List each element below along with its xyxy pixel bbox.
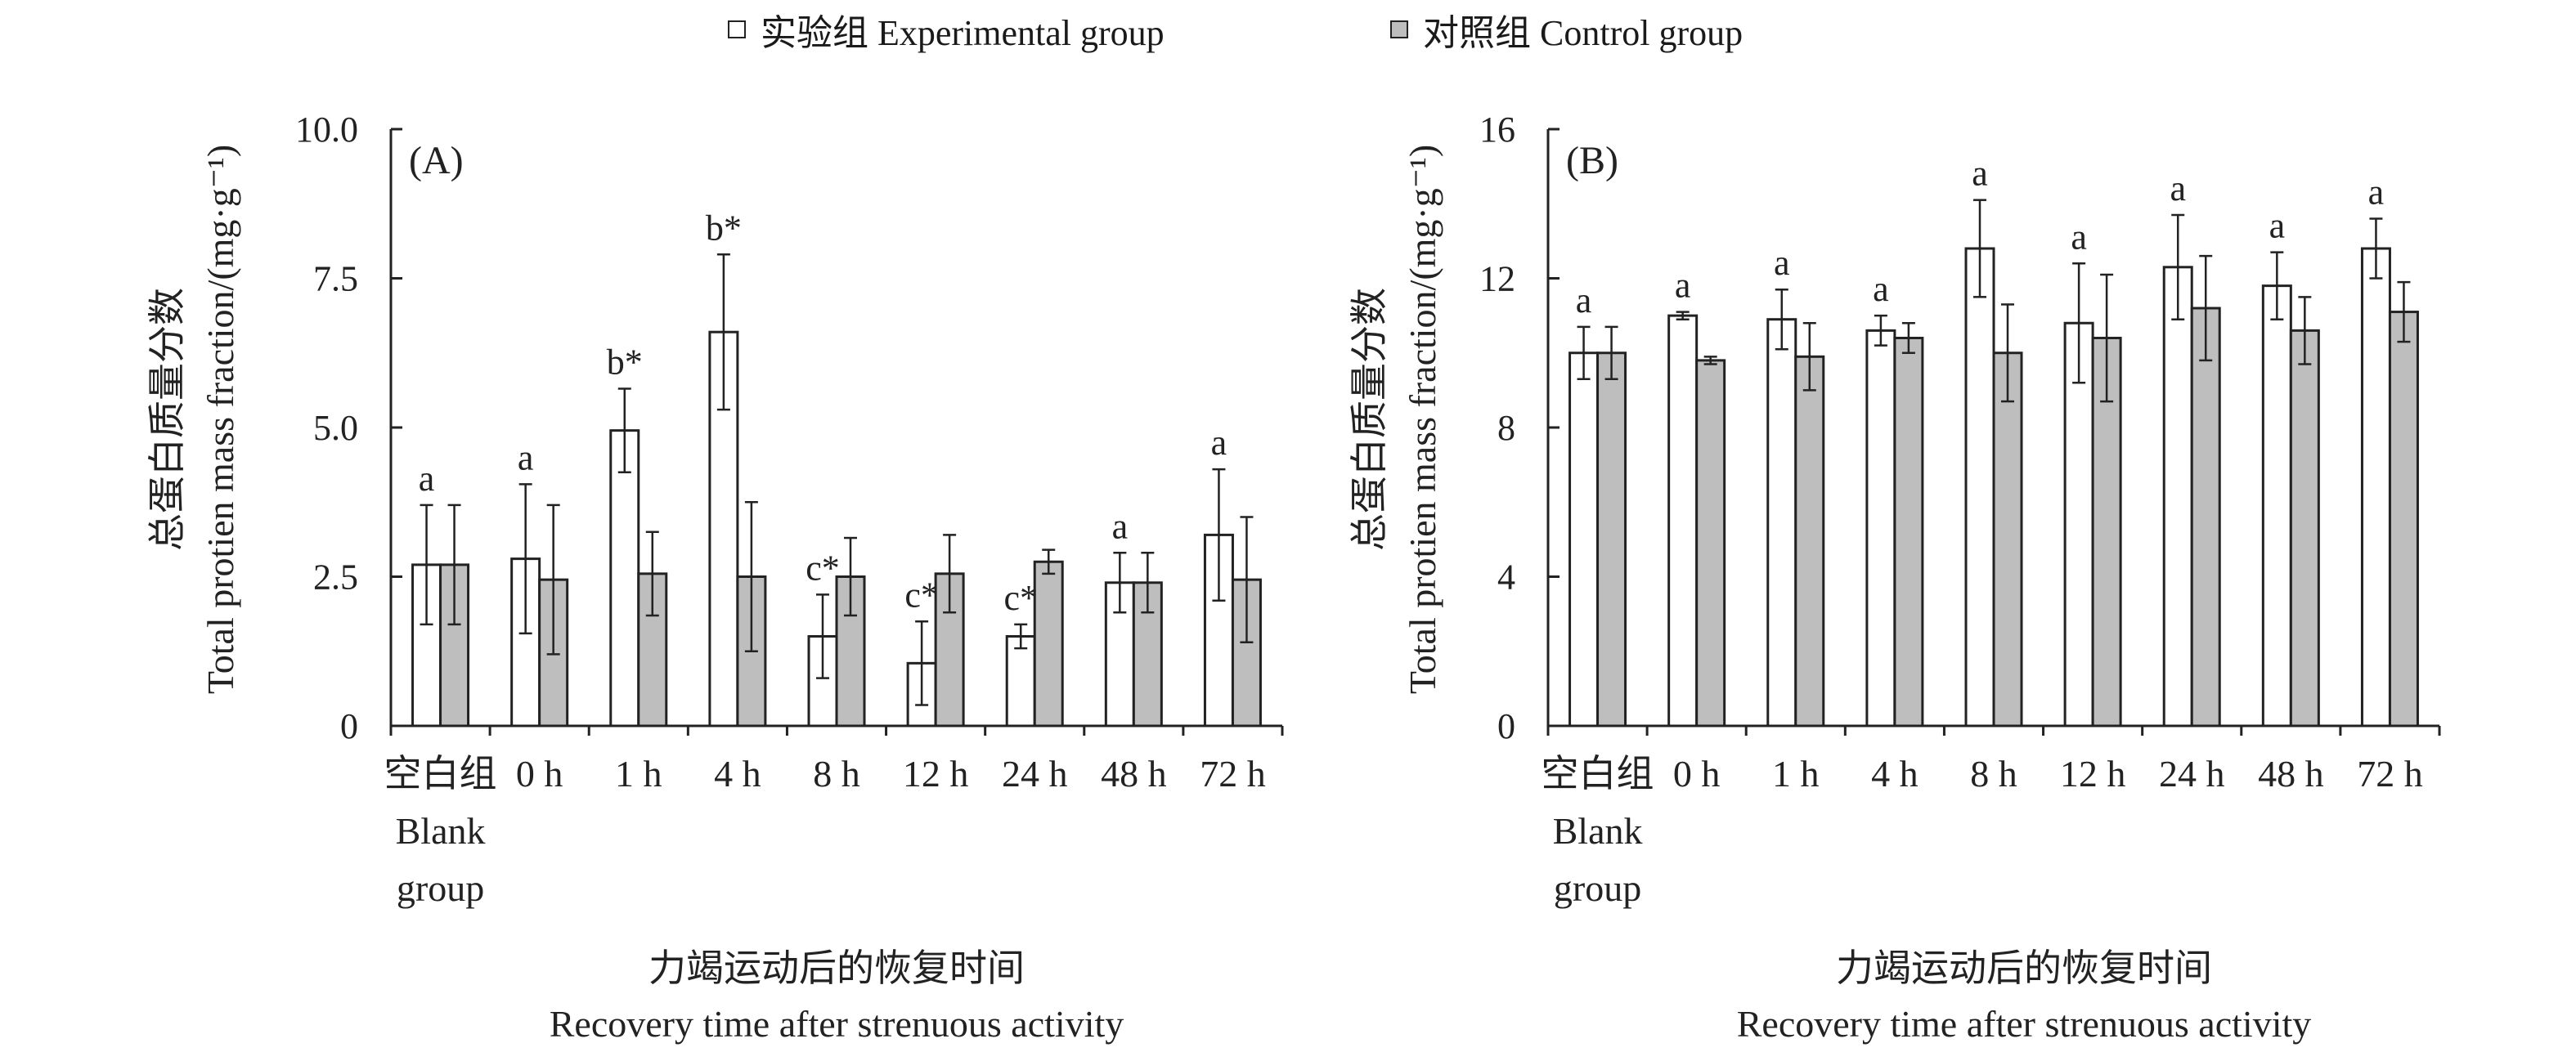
legend-label-experimental: 实验组 Experimental group bbox=[761, 13, 1165, 53]
panel-b-y-tick-label: 16 bbox=[1479, 110, 1515, 150]
panel-a-bar-experimental bbox=[1005, 635, 1036, 727]
panel-a-bar-control bbox=[1033, 560, 1064, 727]
panel-b-x-tick-sublabel: group bbox=[1554, 867, 1641, 909]
panel-a-significance-label: c* bbox=[1003, 578, 1038, 618]
panel-b-x-tick-sublabel: Blank bbox=[1553, 810, 1643, 852]
panel-a-y-axis-title-cn: 总蛋白质量分数 bbox=[146, 288, 188, 551]
panel-b-bar-control bbox=[1893, 337, 1924, 727]
panel-b-x-tick-label: 72 h bbox=[2357, 753, 2423, 795]
panel-a-y-tick-label: 7.5 bbox=[313, 259, 358, 299]
panel-a-significance-label: c* bbox=[806, 548, 840, 588]
panel-a-x-tick-label: 1 h bbox=[615, 753, 662, 795]
panel-b-bar-control bbox=[2190, 307, 2221, 727]
panel-b-significance-label: a bbox=[2170, 168, 2186, 208]
panel-b-bar-control bbox=[1695, 359, 1726, 727]
panel-a-panel-label: (A) bbox=[409, 139, 464, 182]
panel-b-x-tick-label: 24 h bbox=[2159, 753, 2225, 795]
panel-a-significance-label: a bbox=[1112, 506, 1129, 546]
panel-b-x-axis-title-cn: 力竭运动后的恢复时间 bbox=[1836, 947, 2212, 989]
panel-b-x-tick-label: 1 h bbox=[1772, 753, 1820, 795]
panel-a-x-tick-label: 8 h bbox=[813, 753, 860, 795]
panel-a-significance-label: b* bbox=[706, 208, 742, 248]
legend: 实验组 Experimental group bbox=[728, 5, 1165, 54]
panel-a-y-tick-label: 0 bbox=[340, 706, 358, 746]
panel-b-significance-label: a bbox=[2269, 206, 2286, 246]
panel-a-x-tick-label: 48 h bbox=[1101, 753, 1167, 795]
panel-b-bar-experimental bbox=[2162, 266, 2193, 727]
panel-a-significance-label: b* bbox=[607, 342, 643, 383]
panel-a-x-tick-sublabel: group bbox=[397, 867, 484, 909]
panel-a-significance-label: a bbox=[1211, 423, 1227, 463]
panel-a-x-tick-label: 12 h bbox=[903, 753, 969, 795]
panel-a-x-axis-title-cn: 力竭运动后的恢复时间 bbox=[648, 947, 1025, 989]
panel-a-x-tick-label: 空白组 bbox=[384, 753, 497, 795]
panel-a-x-tick-label: 72 h bbox=[1200, 753, 1266, 795]
panel-b-x-axis-title-en: Recovery time after strenuous activity bbox=[1737, 1003, 2312, 1045]
legend-swatch-control bbox=[1390, 20, 1408, 38]
panel-b-x-tick-label: 12 h bbox=[2060, 753, 2126, 795]
panel-a-x-tick-label: 4 h bbox=[714, 753, 761, 795]
panel-b-bar-experimental bbox=[2261, 284, 2292, 727]
panel-a-y-axis-title-en: Total protien mass fraction/(mg·g⁻¹) bbox=[200, 145, 241, 694]
panel-a-significance-label: a bbox=[419, 459, 435, 499]
panel-b-y-tick-label: 8 bbox=[1497, 408, 1515, 448]
panel-b-x-tick-label: 48 h bbox=[2258, 753, 2324, 795]
panel-b-bar-control bbox=[2388, 311, 2419, 727]
panel-b-bar-experimental bbox=[2360, 247, 2391, 727]
panel-b-x-tick-label: 4 h bbox=[1871, 753, 1919, 795]
panel-b-x-tick-label: 8 h bbox=[1970, 753, 2017, 795]
panel-b-significance-label: a bbox=[1576, 280, 1592, 320]
panel-b-y-tick-label: 0 bbox=[1497, 706, 1515, 746]
panel-b-panel-label: (B) bbox=[1566, 139, 1618, 182]
legend-swatch-experimental bbox=[728, 20, 746, 38]
panel-b-x-tick-label: 0 h bbox=[1673, 753, 1721, 795]
panel-b-y-tick-label: 12 bbox=[1479, 259, 1515, 299]
panel-b-significance-label: a bbox=[1675, 266, 1691, 306]
panel-a-x-tick-label: 0 h bbox=[516, 753, 563, 795]
panel-a-x-axis-title-en: Recovery time after strenuous activity bbox=[550, 1003, 1124, 1045]
panel-b-bar-control bbox=[1794, 355, 1825, 727]
panel-a-bar-experimental bbox=[609, 429, 640, 727]
panel-b-y-tick-label: 4 bbox=[1497, 557, 1515, 598]
panel-b-bar-experimental bbox=[1766, 318, 1797, 727]
panel-a-x-tick-sublabel: Blank bbox=[396, 810, 486, 852]
panel-b-bar-experimental bbox=[1667, 314, 1699, 727]
panel-b-bar-control bbox=[2289, 329, 2320, 727]
panel-a-y-tick-label: 5.0 bbox=[313, 408, 358, 448]
panel-b-significance-label: a bbox=[2368, 172, 2385, 213]
panel-b-bar-experimental bbox=[1865, 329, 1896, 727]
panel-b-y-axis-title-cn: 总蛋白质量分数 bbox=[1349, 288, 1390, 551]
panel-b-significance-label: a bbox=[2071, 217, 2087, 257]
panel-b-significance-label: a bbox=[1774, 243, 1790, 283]
panel-a-bar-control bbox=[637, 572, 668, 727]
panel-b-bar-experimental bbox=[1964, 247, 1995, 727]
panel-b-significance-label: a bbox=[1873, 269, 1889, 309]
panel-b-bar-experimental bbox=[1568, 351, 1600, 727]
panel-a-bar-control bbox=[1132, 581, 1163, 727]
panel-a-significance-label: c* bbox=[904, 575, 939, 615]
panel-b-bar-control bbox=[1596, 351, 1627, 727]
panel-a-significance-label: a bbox=[518, 437, 534, 477]
panel-a-x-tick-label: 24 h bbox=[1002, 753, 1068, 795]
panel-b-y-axis-title-en: Total protien mass fraction/(mg·g⁻¹) bbox=[1402, 145, 1443, 694]
legend: 对照组 Control group bbox=[1390, 5, 1743, 54]
panel-b-x-tick-label: 空白组 bbox=[1542, 753, 1654, 795]
legend-label-control: 对照组 Control group bbox=[1423, 13, 1744, 53]
panel-b-significance-label: a bbox=[1972, 154, 1988, 194]
panel-a-y-tick-label: 2.5 bbox=[313, 557, 358, 598]
panel-a-y-tick-label: 10.0 bbox=[295, 110, 358, 150]
panel-b-bar-control bbox=[1992, 351, 2023, 727]
